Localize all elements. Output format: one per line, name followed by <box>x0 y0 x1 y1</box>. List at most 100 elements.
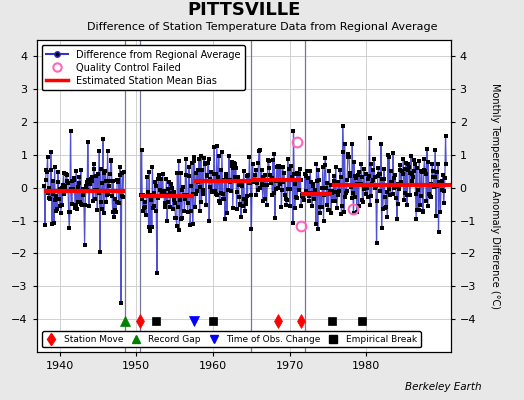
Point <box>56 186 64 192</box>
Point <box>221 216 230 222</box>
Point <box>319 164 327 170</box>
Point <box>397 178 405 185</box>
Point <box>193 167 202 173</box>
Point <box>195 208 204 214</box>
Point <box>332 189 341 195</box>
Point <box>351 172 359 179</box>
Point <box>146 228 154 235</box>
Point <box>265 165 274 171</box>
Point <box>281 196 290 202</box>
Point <box>277 164 285 170</box>
Point <box>115 164 124 170</box>
Point <box>288 174 297 180</box>
Point <box>374 173 382 179</box>
Point <box>43 169 51 176</box>
Point <box>52 192 61 199</box>
Point <box>47 167 56 174</box>
Point <box>215 197 224 204</box>
Point <box>397 182 406 188</box>
Point <box>263 201 271 208</box>
Point <box>331 198 339 204</box>
Point <box>161 200 169 206</box>
Point <box>116 172 125 178</box>
Point <box>141 204 149 210</box>
Point <box>225 153 233 159</box>
Point <box>337 211 346 217</box>
Point <box>148 224 156 230</box>
Point <box>268 175 276 182</box>
Point <box>281 176 289 183</box>
Point <box>113 177 122 183</box>
Point <box>82 178 91 185</box>
Point <box>188 160 196 166</box>
Point <box>303 168 311 174</box>
Point <box>180 208 189 214</box>
Point <box>345 169 354 176</box>
Point <box>152 270 161 276</box>
Point <box>237 214 245 220</box>
Point <box>339 123 347 130</box>
Point <box>246 192 255 198</box>
Point <box>186 222 194 228</box>
Point <box>96 249 104 256</box>
Point <box>210 144 219 150</box>
Point <box>336 174 345 180</box>
Point <box>172 223 181 229</box>
Point <box>249 178 257 184</box>
Point <box>70 176 78 183</box>
Point <box>149 205 157 211</box>
Point <box>291 204 299 211</box>
Point <box>108 209 117 215</box>
Point <box>140 205 148 211</box>
Point <box>235 194 243 200</box>
Point <box>367 193 376 199</box>
Point <box>395 186 403 192</box>
Point <box>330 178 339 185</box>
Point <box>427 194 435 200</box>
Point <box>415 158 423 164</box>
Point <box>312 221 320 227</box>
Point <box>426 182 434 188</box>
Point <box>240 196 248 202</box>
Point <box>229 164 237 171</box>
Point <box>338 203 346 209</box>
Point <box>264 157 272 164</box>
Legend: Station Move, Record Gap, Time of Obs. Change, Empirical Break: Station Move, Record Gap, Time of Obs. C… <box>42 331 421 348</box>
Point <box>165 179 173 186</box>
Point <box>139 208 147 214</box>
Point <box>322 202 331 208</box>
Point <box>297 203 305 209</box>
Point <box>383 189 391 196</box>
Point <box>287 176 296 182</box>
Point <box>277 204 286 210</box>
Point <box>411 161 419 167</box>
Point <box>83 186 91 193</box>
Point <box>391 172 399 178</box>
Point <box>441 133 450 140</box>
Point <box>201 161 209 167</box>
Point <box>166 190 174 196</box>
Point <box>385 186 393 192</box>
Point <box>170 197 178 203</box>
Point <box>245 180 253 186</box>
Point <box>220 177 228 183</box>
Point <box>431 174 439 180</box>
Point <box>239 202 247 209</box>
Point <box>53 169 62 176</box>
Point <box>205 218 213 224</box>
Point <box>326 181 335 188</box>
Point <box>183 208 192 215</box>
Point <box>417 192 425 199</box>
Point <box>409 174 417 180</box>
Point <box>250 177 258 184</box>
Point <box>324 207 332 213</box>
Point <box>348 190 357 196</box>
Point <box>365 173 373 179</box>
Point <box>396 162 405 168</box>
Point <box>243 173 251 179</box>
Point <box>334 179 342 185</box>
Point <box>382 203 390 210</box>
Point <box>439 172 447 178</box>
Point <box>346 173 355 179</box>
Point <box>58 185 66 191</box>
